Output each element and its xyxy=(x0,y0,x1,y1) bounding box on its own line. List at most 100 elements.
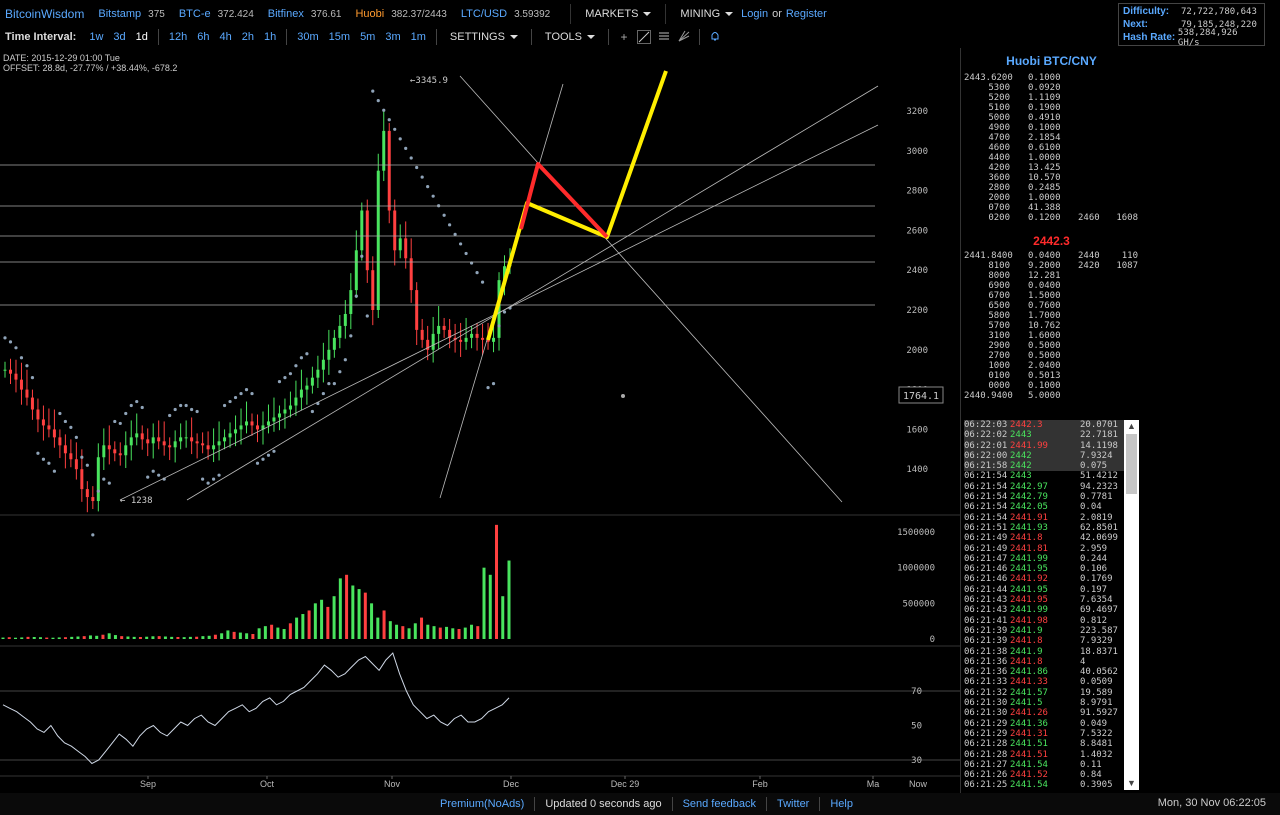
settings-menu[interactable]: SETTINGS xyxy=(450,31,518,43)
orderbook-row[interactable]: 2900 0.5000 xyxy=(964,341,1139,351)
orderbook-amount: 1.5000 xyxy=(1028,291,1061,301)
volume-bar xyxy=(332,596,336,639)
orderbook-row[interactable]: 6700 1.5000 xyxy=(964,291,1139,301)
trade-amount: 0.04 xyxy=(1080,502,1102,513)
interval-1h[interactable]: 1h xyxy=(264,31,277,43)
feedback-link[interactable]: Send feedback xyxy=(682,798,756,810)
orderbook-row[interactable]: 2441.8400 0.0400 2440 110 xyxy=(964,251,1139,261)
trade-price: 2441.86 xyxy=(1010,667,1048,678)
orderbook-row[interactable]: 4200 13.425 xyxy=(964,163,1139,173)
x-axis-label: Sep xyxy=(140,779,156,789)
register-link[interactable]: Register xyxy=(785,7,827,20)
mining-menu[interactable]: MINING xyxy=(680,8,734,20)
orderbook-row[interactable]: 4600 0.6100 xyxy=(964,143,1139,153)
hlines-tool-icon[interactable] xyxy=(657,30,671,44)
candle-body xyxy=(173,441,177,448)
interval-1m[interactable]: 1m xyxy=(410,31,426,43)
line-tool-icon[interactable] xyxy=(637,30,652,44)
candle-body xyxy=(129,437,133,446)
sar-dot xyxy=(464,251,468,256)
orderbook-row[interactable]: 8000 12.281 xyxy=(964,271,1139,281)
markets-menu[interactable]: MARKETS xyxy=(585,8,652,20)
orderbook-row[interactable]: 3600 10.570 xyxy=(964,173,1139,183)
trade-amount: 7.6354 xyxy=(1080,595,1113,606)
orderbook-row[interactable]: 2000 1.0000 xyxy=(964,193,1139,203)
twitter-link[interactable]: Twitter xyxy=(776,798,810,810)
orderbook-row[interactable]: 4900 0.1000 xyxy=(964,123,1139,133)
interval-3d[interactable]: 3d xyxy=(113,31,126,43)
candle-body xyxy=(190,437,194,442)
volume-bar xyxy=(438,627,442,639)
interval-30m[interactable]: 30m xyxy=(297,31,319,43)
sar-dot xyxy=(420,175,424,179)
crosshair-icon[interactable]: + xyxy=(620,30,628,44)
sar-dot xyxy=(305,352,309,356)
orderbook-row[interactable]: 3100 1.6000 xyxy=(964,331,1139,341)
interval-3m[interactable]: 3m xyxy=(385,31,401,43)
price-chart[interactable]: 3200300028002600240022002000180016001400… xyxy=(0,48,960,793)
orderbook-row[interactable]: 0700 41.388 xyxy=(964,203,1139,213)
orderbook-amount: 1.0000 xyxy=(1028,193,1061,203)
orderbook-title[interactable]: Huobi BTC/CNY xyxy=(1006,54,1097,68)
orderbook-row[interactable]: 0000 0.1000 xyxy=(964,381,1139,391)
login-link[interactable]: Login xyxy=(741,7,769,20)
interval-6h[interactable]: 6h xyxy=(197,31,210,43)
trade-price: 2441.33 xyxy=(1010,677,1048,688)
fan-tool-icon[interactable] xyxy=(677,30,691,44)
exchange-ticker[interactable]: BTC-e 372.424 xyxy=(179,8,254,20)
scroll-down-icon[interactable]: ▼ xyxy=(1127,778,1136,788)
orderbook-row[interactable]: 2440.9400 5.0000 xyxy=(964,391,1139,401)
interval-12h[interactable]: 12h xyxy=(168,31,188,43)
orderbook-row[interactable]: 2800 0.2485 xyxy=(964,183,1139,193)
tools-menu[interactable]: TOOLS xyxy=(545,31,596,43)
scroll-thumb[interactable] xyxy=(1126,434,1137,494)
volume-bar xyxy=(320,599,324,639)
scroll-up-icon[interactable]: ▲ xyxy=(1127,421,1136,431)
sar-dot xyxy=(266,453,271,457)
orderbook-row[interactable]: 1000 2.0400 xyxy=(964,361,1139,371)
orderbook-row[interactable]: 4700 2.1854 xyxy=(964,133,1139,143)
orderbook-row[interactable]: 8100 9.2000 2420 1087 xyxy=(964,261,1139,271)
asks-list: 2443.6200 0.1000 5300 0.0920 5200 1.1109 5100 0… xyxy=(964,73,1139,223)
orderbook-row[interactable]: 5200 1.1109 xyxy=(964,93,1139,103)
orderbook-row[interactable]: 0200 0.1200 2460 1608 xyxy=(964,213,1139,223)
sar-dot xyxy=(146,475,150,479)
interval-15m[interactable]: 15m xyxy=(328,31,351,43)
orderbook-row[interactable]: 5300 0.0920 xyxy=(964,83,1139,93)
premium-link[interactable]: Premium(NoAds) xyxy=(440,798,525,810)
sar-dot xyxy=(376,99,380,103)
help-link[interactable]: Help xyxy=(830,798,853,810)
orderbook-row[interactable]: 5000 0.4910 xyxy=(964,113,1139,123)
orderbook-sum-amount xyxy=(1108,133,1138,143)
exchange-ticker[interactable]: Bitstamp 375 xyxy=(98,8,164,20)
orderbook-row[interactable]: 5700 10.762 xyxy=(964,321,1139,331)
updated-status: Updated 0 seconds ago xyxy=(545,798,662,810)
trades-scrollbar[interactable]: ▲ ▼ xyxy=(1124,420,1139,790)
bell-icon[interactable] xyxy=(708,30,722,44)
last-price: 2442.3 xyxy=(1033,234,1070,248)
exchange-ticker[interactable]: LTC/USD 3.59392 xyxy=(461,8,550,20)
chart-axes: 3200300028002600240022002000180016001400… xyxy=(120,76,944,789)
brand-link[interactable]: BitcoinWisdom xyxy=(5,6,85,21)
interval-1d[interactable]: 1d xyxy=(135,31,148,43)
orderbook-row[interactable]: 5800 1.7000 xyxy=(964,311,1139,321)
interval-4h[interactable]: 4h xyxy=(219,31,232,43)
exchange-ticker[interactable]: Huobi 382.37/2443 xyxy=(355,8,446,20)
orderbook-row[interactable]: 2700 0.5000 xyxy=(964,351,1139,361)
candle-body xyxy=(118,453,122,456)
interval-1w[interactable]: 1w xyxy=(89,31,104,43)
orderbook-row[interactable]: 0100 0.5013 xyxy=(964,371,1139,381)
orderbook-row[interactable]: 4400 1.0000 xyxy=(964,153,1139,163)
orderbook-row[interactable]: 6900 0.0400 xyxy=(964,281,1139,291)
trade-price: 2441.31 xyxy=(1010,728,1048,739)
exchange-ticker[interactable]: Bitfinex 376.61 xyxy=(268,8,342,20)
x-axis-label: Ma xyxy=(867,779,880,789)
orderbook-row[interactable]: 2443.6200 0.1000 xyxy=(964,73,1139,83)
interval-5m[interactable]: 5m xyxy=(360,31,376,43)
orderbook-row[interactable]: 5100 0.1900 xyxy=(964,103,1139,113)
orderbook-price: 2000 xyxy=(988,193,1010,203)
interval-2h[interactable]: 2h xyxy=(241,31,254,43)
orderbook-sum-price: 2460 xyxy=(1078,213,1100,223)
orderbook-row[interactable]: 6500 0.7600 xyxy=(964,301,1139,311)
orderbook-sum-price xyxy=(1078,311,1108,321)
